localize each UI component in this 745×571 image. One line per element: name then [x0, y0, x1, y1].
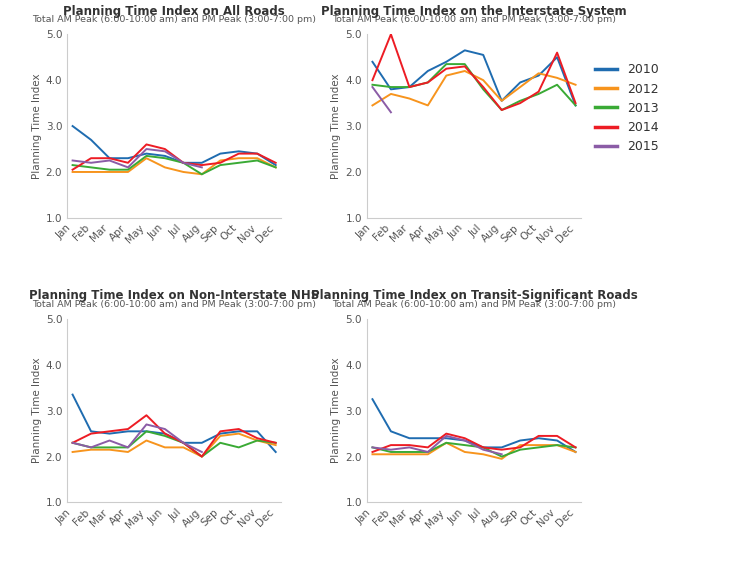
Title: Planning Time Index on All Roads: Planning Time Index on All Roads [63, 5, 285, 18]
Title: Planning Time Index on Transit-Significant Roads: Planning Time Index on Transit-Significa… [311, 289, 638, 303]
Y-axis label: Planning Time Index: Planning Time Index [332, 73, 341, 179]
Y-axis label: Planning Time Index: Planning Time Index [31, 73, 42, 179]
Y-axis label: Planning Time Index: Planning Time Index [332, 358, 341, 464]
Text: Total AM Peak (6:00-10:00 am) and PM Peak (3:00-7:00 pm): Total AM Peak (6:00-10:00 am) and PM Pea… [332, 15, 616, 24]
Text: Total AM Peak (6:00-10:00 am) and PM Peak (3:00-7:00 pm): Total AM Peak (6:00-10:00 am) and PM Pea… [32, 15, 316, 24]
Title: Planning Time Index on Non-Interstate NHS: Planning Time Index on Non-Interstate NH… [29, 289, 320, 303]
Text: Total AM Peak (6:00-10:00 am) and PM Peak (3:00-7:00 pm): Total AM Peak (6:00-10:00 am) and PM Pea… [332, 300, 616, 309]
Legend: 2010, 2012, 2013, 2014, 2015: 2010, 2012, 2013, 2014, 2015 [595, 63, 659, 154]
Text: Total AM Peak (6:00-10:00 am) and PM Peak (3:00-7:00 pm): Total AM Peak (6:00-10:00 am) and PM Pea… [32, 300, 316, 309]
Y-axis label: Planning Time Index: Planning Time Index [31, 358, 42, 464]
Title: Planning Time Index on the Interstate System: Planning Time Index on the Interstate Sy… [321, 5, 627, 18]
